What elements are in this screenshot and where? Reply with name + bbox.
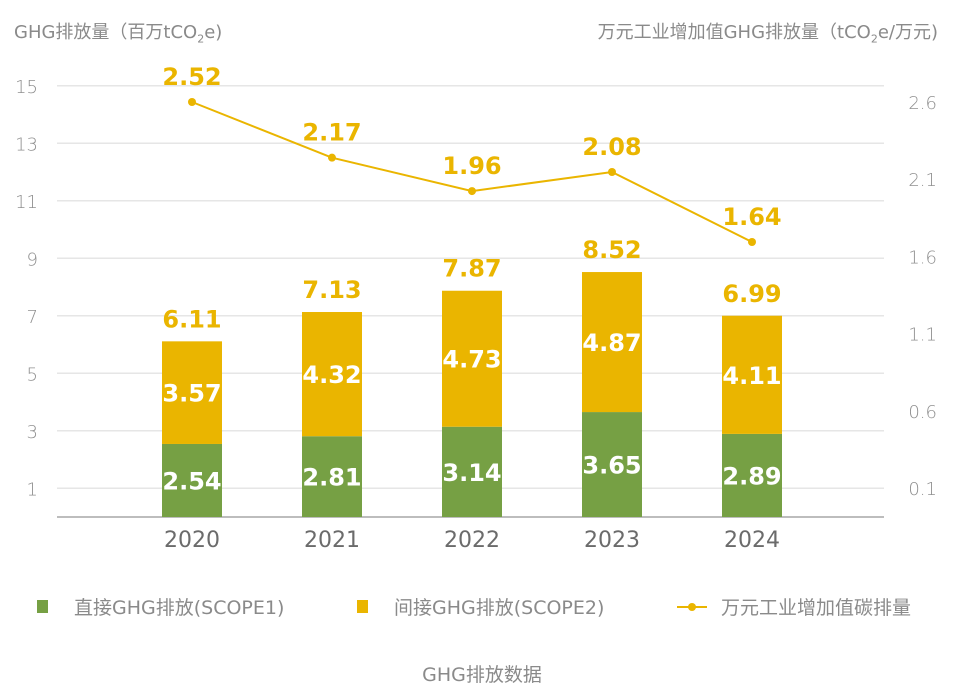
legend-item-scope2[interactable]: 间接GHG排放(SCOPE2) xyxy=(357,593,604,620)
bar-group: 2.89 4.11 6.99 xyxy=(722,280,782,517)
x-tick-label: 2020 xyxy=(164,528,220,553)
scope2-data-label: 3.57 xyxy=(162,380,221,408)
intensity-point xyxy=(608,168,616,177)
intensity-point xyxy=(468,187,476,196)
intensity-line: 2.52 2.17 1.96 2.08 1.64 xyxy=(162,63,782,247)
intensity-data-label: 1.96 xyxy=(442,152,501,180)
scope2-data-label: 4.73 xyxy=(442,346,501,374)
intensity-point xyxy=(328,153,336,162)
legend: 直接GHG排放(SCOPE1) 间接GHG排放(SCOPE2) 万元工业增加值碳… xyxy=(0,593,964,623)
right-tick-label: 1.6 xyxy=(908,247,937,268)
legend-item-intensity[interactable]: 万元工业增加值碳排量 xyxy=(677,593,911,620)
total-data-label: 7.13 xyxy=(302,276,361,304)
bars: 2.54 3.57 6.11 2.81 4.32 7.13 3.14 4.73 7.87 3.65… xyxy=(162,236,782,517)
total-data-label: 8.52 xyxy=(582,236,641,264)
scope1-data-label: 2.54 xyxy=(162,467,221,495)
total-data-label: 7.87 xyxy=(442,255,501,283)
intensity-data-label: 1.64 xyxy=(722,203,781,231)
chart-caption: GHG排放数据 xyxy=(422,664,542,686)
bar-scope2 xyxy=(162,341,222,444)
left-tick-label: 11 xyxy=(15,192,38,213)
bar-group: 3.14 4.73 7.87 xyxy=(442,255,502,517)
x-tick-label: 2022 xyxy=(444,528,500,553)
left-tick-label: 13 xyxy=(15,134,38,155)
total-data-label: 6.11 xyxy=(162,305,221,333)
legend-line-marker-icon xyxy=(677,601,707,613)
scope1-data-label: 2.89 xyxy=(722,462,781,490)
bar-scope1 xyxy=(162,443,222,517)
x-axis-ticks: 2020 2021 2022 2023 2024 xyxy=(164,528,780,553)
bar-scope1 xyxy=(302,436,362,517)
bar-scope2 xyxy=(582,272,642,413)
scope1-data-label: 2.81 xyxy=(302,464,361,492)
right-axis-title: 万元工业增加值GHG排放量（tCO2e/万元) xyxy=(597,22,938,46)
intensity-point xyxy=(748,238,756,247)
legend-swatch-green xyxy=(37,600,48,613)
x-tick-label: 2024 xyxy=(724,528,780,553)
bar-scope2 xyxy=(302,312,362,437)
legend-item-scope1[interactable]: 直接GHG排放(SCOPE1) xyxy=(37,593,284,620)
right-tick-label: 2.1 xyxy=(908,170,937,191)
legend-label: 万元工业增加值碳排量 xyxy=(721,597,912,619)
left-tick-label: 3 xyxy=(27,422,38,443)
legend-label: 间接GHG排放(SCOPE2) xyxy=(394,597,605,619)
left-tick-label: 15 xyxy=(15,77,38,98)
scope2-data-label: 4.11 xyxy=(722,362,781,390)
bar-scope2 xyxy=(442,290,502,427)
bar-scope1 xyxy=(722,433,782,517)
legend-label: 直接GHG排放(SCOPE1) xyxy=(74,597,285,619)
scope1-data-label: 3.65 xyxy=(582,452,641,480)
bar-scope1 xyxy=(582,412,642,517)
bar-scope1 xyxy=(442,426,502,517)
left-tick-label: 1 xyxy=(27,479,38,500)
scope2-data-label: 4.87 xyxy=(582,329,641,357)
bar-group: 2.54 3.57 6.11 xyxy=(162,305,222,517)
left-tick-label: 7 xyxy=(27,307,38,328)
scope2-data-label: 4.32 xyxy=(302,361,361,389)
intensity-data-label: 2.52 xyxy=(162,63,221,91)
intensity-point xyxy=(188,98,196,106)
right-tick-label: 0.6 xyxy=(908,402,937,423)
legend-swatch-yellow xyxy=(357,600,368,613)
left-axis-title: GHG排放量（百万tCO2e) xyxy=(14,22,223,46)
bar-group: 3.65 4.87 8.52 xyxy=(582,236,642,517)
right-tick-label: 0.1 xyxy=(908,479,937,500)
x-tick-label: 2021 xyxy=(304,528,360,553)
total-data-label: 6.99 xyxy=(722,280,781,308)
bar-group: 2.81 4.32 7.13 xyxy=(302,276,362,517)
right-tick-label: 2.6 xyxy=(908,93,937,114)
left-tick-label: 5 xyxy=(27,364,38,385)
intensity-data-label: 2.08 xyxy=(582,133,641,161)
scope1-data-label: 3.14 xyxy=(442,459,501,487)
bar-scope2 xyxy=(722,315,782,434)
left-tick-label: 9 xyxy=(27,249,38,270)
x-tick-label: 2023 xyxy=(584,528,640,553)
right-axis-ticks: 0.1 0.6 1.1 1.6 2.1 2.6 xyxy=(908,93,937,500)
right-tick-label: 1.1 xyxy=(908,325,937,346)
intensity-data-label: 2.17 xyxy=(302,119,361,147)
